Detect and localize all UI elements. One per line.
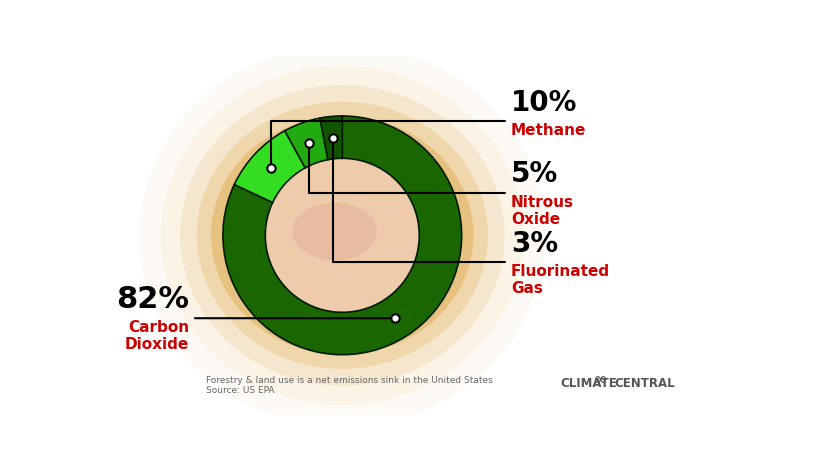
Ellipse shape [211, 116, 474, 355]
Circle shape [266, 158, 419, 312]
Wedge shape [320, 116, 342, 160]
Text: 10%: 10% [511, 89, 578, 117]
Text: CLIMATE: CLIMATE [560, 377, 617, 390]
Text: Forestry & land use is a net emissions sink in the United States: Forestry & land use is a net emissions s… [206, 377, 493, 385]
Text: 5%: 5% [511, 160, 558, 188]
Text: Methane: Methane [511, 123, 586, 138]
Text: CENTRAL: CENTRAL [614, 377, 675, 390]
Ellipse shape [197, 102, 488, 369]
Text: Nitrous
Oxide: Nitrous Oxide [511, 194, 574, 227]
Ellipse shape [292, 203, 377, 260]
Wedge shape [285, 118, 328, 168]
Ellipse shape [180, 85, 505, 386]
Text: 82%: 82% [116, 285, 189, 314]
Text: 3%: 3% [511, 230, 558, 258]
Ellipse shape [161, 66, 524, 405]
Text: Fluorinated
Gas: Fluorinated Gas [511, 264, 610, 296]
Text: Source: US EPA: Source: US EPA [206, 386, 275, 396]
Text: Carbon
Dioxide: Carbon Dioxide [124, 320, 189, 352]
Wedge shape [223, 116, 461, 355]
Wedge shape [234, 131, 305, 203]
Text: ∞: ∞ [592, 370, 607, 389]
